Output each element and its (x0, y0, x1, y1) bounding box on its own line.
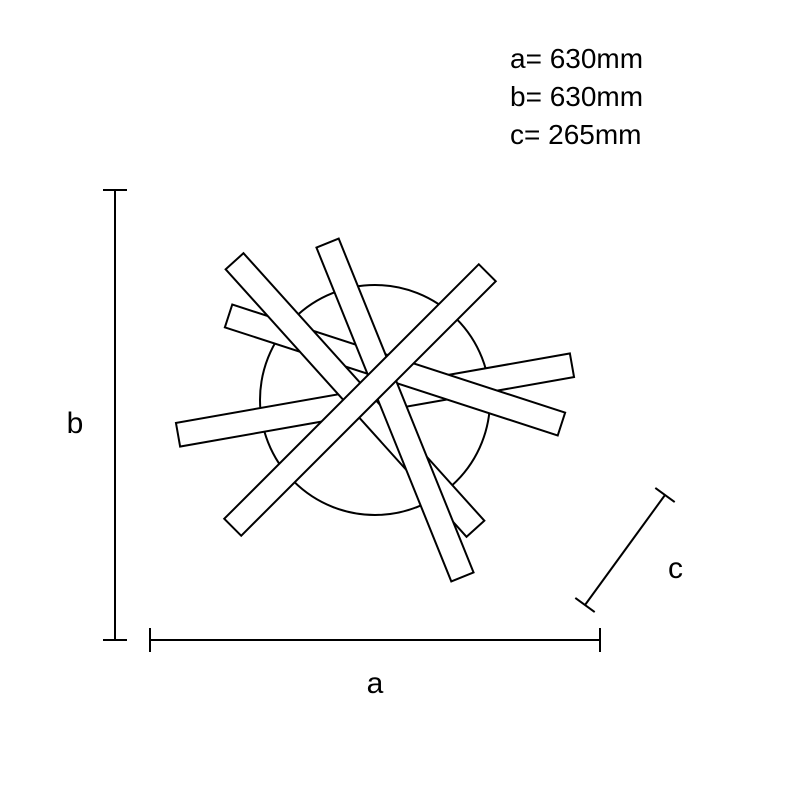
dim-c-tick-1 (575, 598, 594, 612)
dim-c-tick-2 (655, 488, 674, 502)
diagram-canvas: a= 630mmb= 630mmc= 265mm abc (0, 0, 800, 800)
dim-a-label: a (367, 667, 384, 700)
dim-b-label: b (67, 407, 84, 440)
technical-drawing: a b c (0, 0, 800, 800)
dim-c-label: c (668, 552, 683, 585)
dim-c-line (585, 495, 665, 605)
